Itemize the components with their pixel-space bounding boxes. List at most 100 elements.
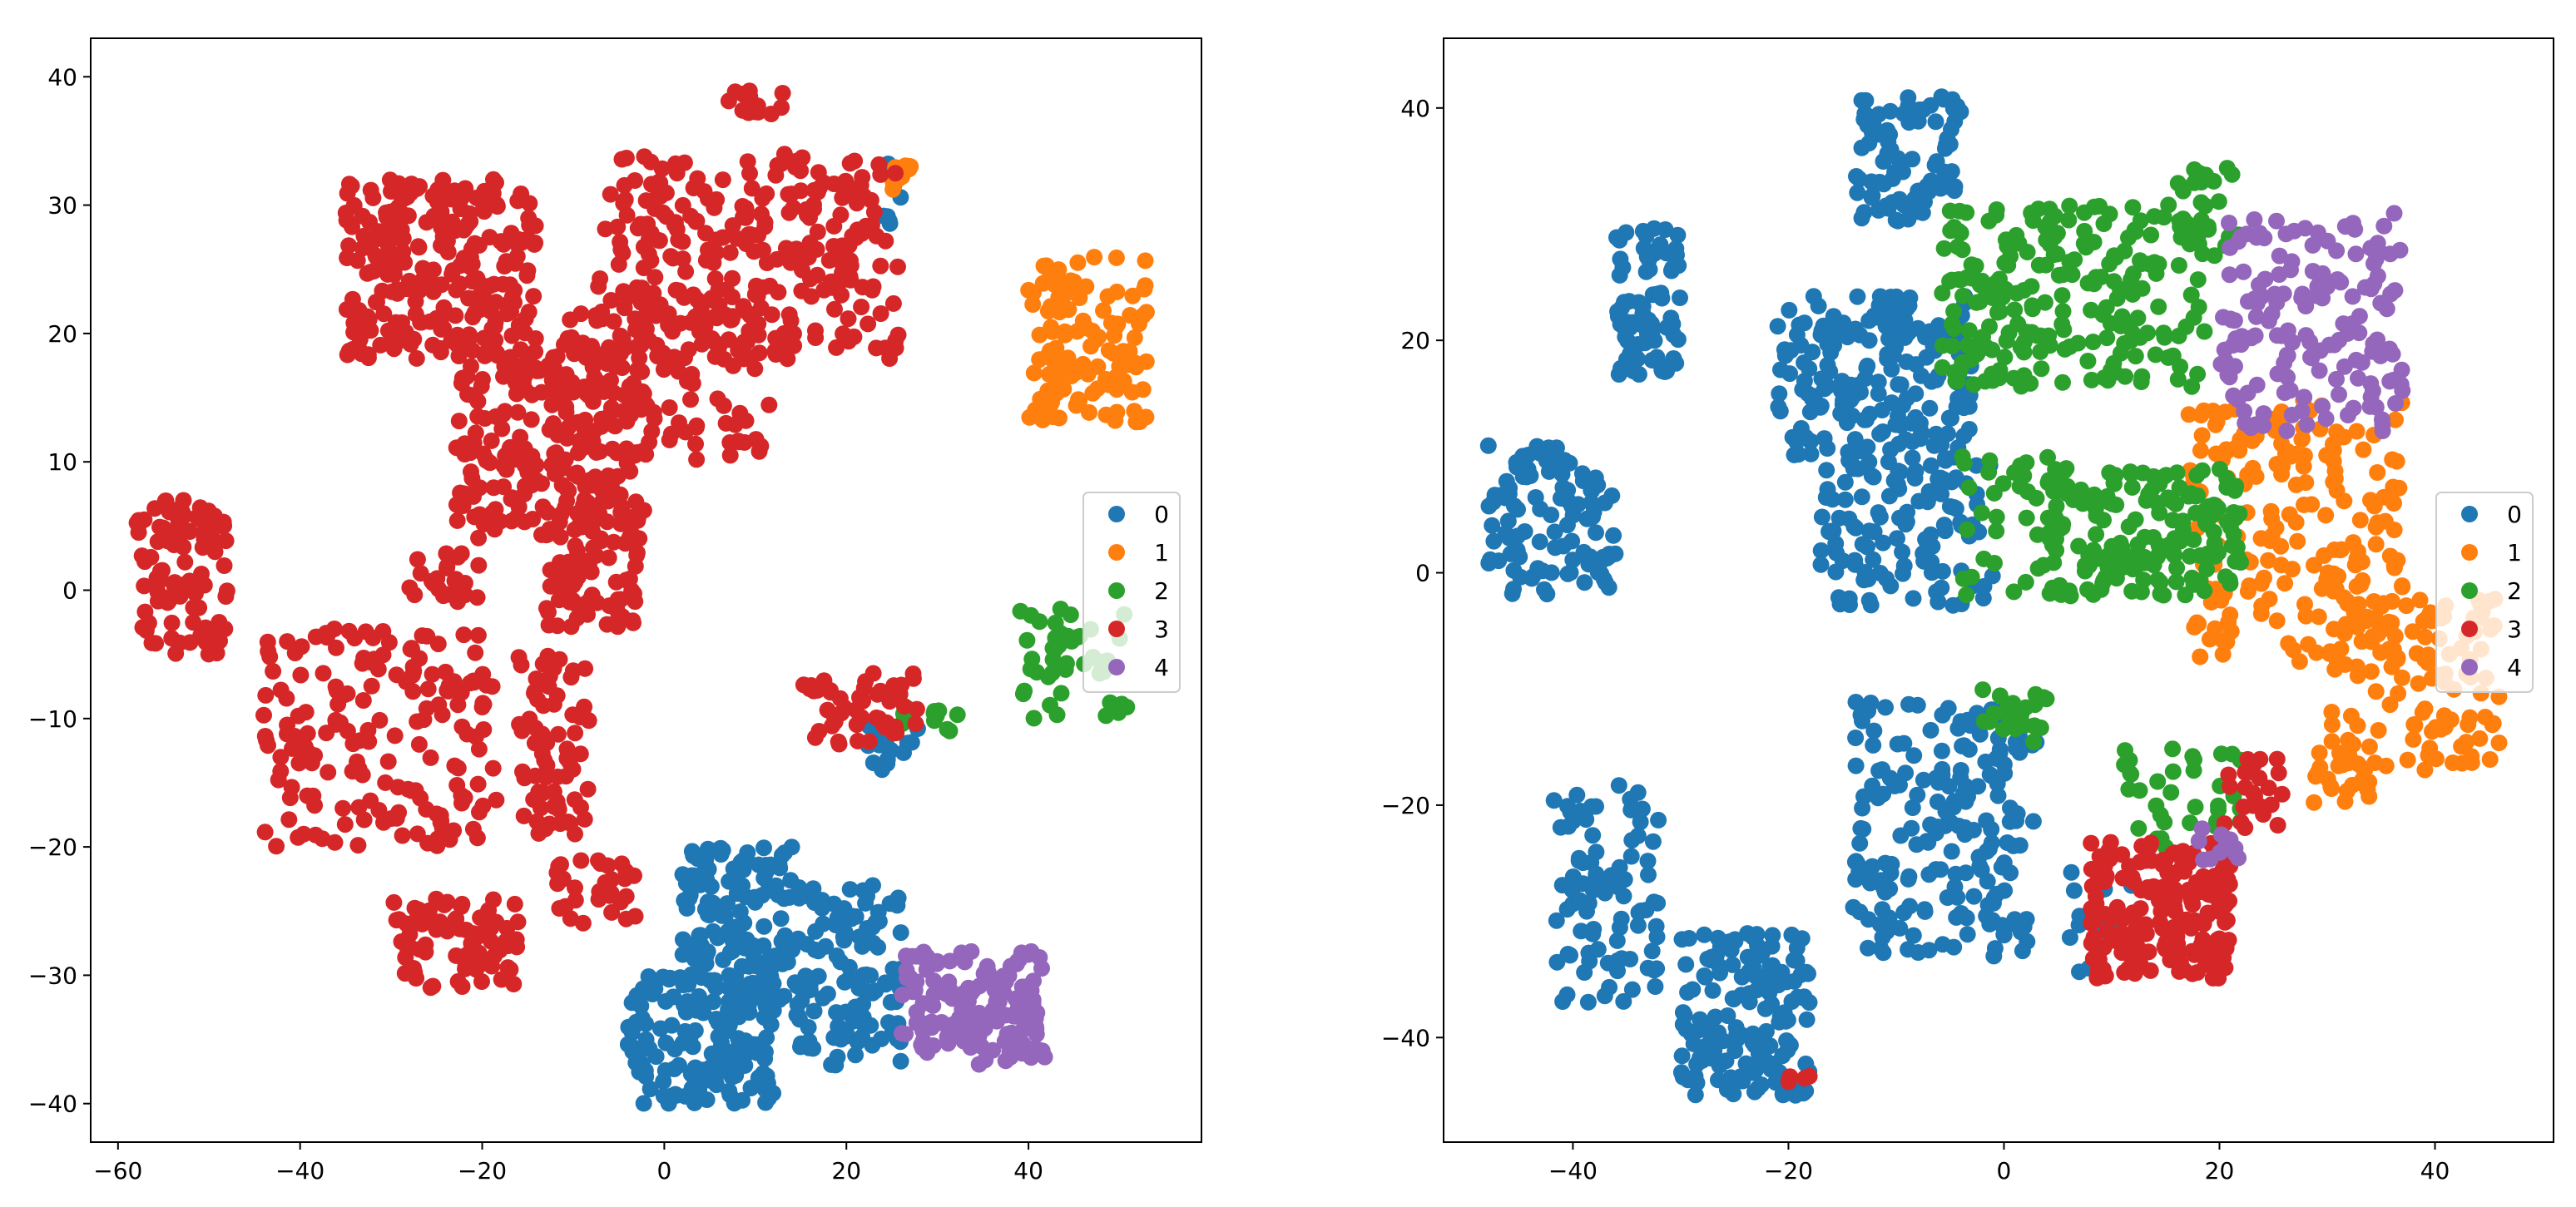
- scatter-point-series-3: [519, 230, 537, 248]
- scatter-point-series-3: [152, 571, 170, 588]
- scatter-point-series-3: [602, 477, 620, 495]
- scatter-point-series-0: [1852, 819, 1870, 837]
- scatter-point-series-0: [699, 893, 716, 911]
- scatter-point-series-2: [1994, 475, 2012, 492]
- scatter-point-series-3: [2178, 911, 2195, 928]
- scatter-point-series-4: [2387, 395, 2405, 412]
- scatter-point-series-4: [941, 952, 959, 970]
- scatter-point-series-1: [2349, 667, 2366, 685]
- scatter-point-series-3: [186, 585, 204, 602]
- scatter-point-series-3: [824, 273, 841, 290]
- scatter-point-series-3: [509, 403, 527, 421]
- scatter-point-series-3: [448, 512, 466, 529]
- scatter-point-series-0: [701, 1065, 718, 1082]
- scatter-point-series-0: [874, 761, 891, 779]
- scatter-point-series-2: [2191, 165, 2208, 182]
- scatter-point-series-3: [621, 378, 638, 395]
- scatter-point-series-3: [557, 451, 574, 468]
- scatter-point-series-0: [1630, 904, 1647, 921]
- scatter-point-series-3: [412, 565, 429, 582]
- scatter-point-series-0: [732, 862, 750, 879]
- scatter-point-series-3: [788, 152, 805, 170]
- scatter-point-series-2: [2085, 234, 2103, 250]
- scatter-point-series-0: [1616, 294, 1632, 311]
- scatter-point-series-3: [636, 442, 652, 459]
- scatter-point-series-1: [2204, 403, 2222, 419]
- scatter-point-series-0: [1872, 872, 1890, 889]
- scatter-point-series-0: [1860, 939, 1876, 957]
- scatter-point-series-0: [1752, 947, 1770, 964]
- scatter-point-series-0: [1903, 819, 1920, 837]
- scatter-point-series-3: [265, 663, 282, 680]
- y-tick-label: −30: [28, 962, 77, 989]
- scatter-point-series-0: [1578, 811, 1595, 829]
- scatter-point-series-2: [2048, 497, 2065, 515]
- scatter-point-series-0: [1596, 987, 1613, 1005]
- scatter-point-series-3: [464, 820, 482, 838]
- scatter-point-series-0: [1601, 546, 1618, 562]
- scatter-point-series-3: [566, 345, 583, 363]
- scatter-point-series-3: [514, 763, 531, 780]
- scatter-point-series-4: [988, 1012, 1006, 1030]
- scatter-point-series-3: [136, 619, 154, 636]
- scatter-point-series-3: [201, 523, 218, 540]
- scatter-point-series-1: [2192, 442, 2209, 459]
- scatter-point-series-0: [1912, 414, 1929, 432]
- scatter-point-series-2: [2187, 487, 2204, 505]
- scatter-point-series-2: [2159, 489, 2177, 507]
- scatter-point-series-2: [2049, 482, 2067, 500]
- scatter-point-series-3: [746, 318, 763, 335]
- scatter-point-series-1: [2351, 512, 2369, 529]
- scatter-point-series-3: [527, 359, 544, 377]
- scatter-point-series-3: [470, 275, 488, 292]
- scatter-point-series-3: [703, 330, 721, 347]
- scatter-point-series-3: [586, 344, 603, 362]
- scatter-point-series-3: [163, 630, 181, 647]
- scatter-point-series-3: [579, 780, 597, 798]
- scatter-point-series-0: [873, 1030, 890, 1047]
- scatter-point-series-2: [2007, 235, 2024, 252]
- scatter-point-series-3: [359, 265, 376, 282]
- scatter-point-series-3: [372, 336, 389, 354]
- scatter-point-series-0: [1939, 801, 1956, 819]
- scatter-point-series-3: [208, 645, 225, 662]
- scatter-point-series-3: [616, 176, 633, 194]
- scatter-point-series-0: [803, 970, 820, 987]
- scatter-point-series-0: [739, 844, 756, 861]
- scatter-point-series-3: [660, 305, 677, 323]
- scatter-point-series-3: [457, 180, 474, 197]
- scatter-point-series-0: [727, 926, 745, 943]
- scatter-point-series-4: [2229, 391, 2247, 408]
- scatter-point-series-3: [314, 830, 331, 848]
- scatter-point-series-3: [631, 349, 648, 367]
- scatter-point-series-2: [1974, 681, 1992, 699]
- scatter-point-series-3: [449, 593, 467, 611]
- scatter-point-series-2: [2018, 509, 2035, 527]
- scatter-point-series-3: [620, 509, 637, 527]
- legend-marker: [2461, 582, 2478, 599]
- x-tick-label: 20: [831, 1157, 861, 1185]
- scatter-point-series-2: [2143, 226, 2160, 244]
- scatter-point-series-0: [2065, 882, 2083, 899]
- scatter-point-series-1: [1087, 331, 1105, 349]
- scatter-point-series-0: [1559, 565, 1577, 582]
- scatter-point-series-4: [2372, 294, 2390, 312]
- legend-marker: [2461, 659, 2478, 675]
- scatter-point-series-3: [438, 232, 456, 250]
- scatter-point-series-3: [877, 232, 894, 250]
- scatter-point-series-3: [801, 235, 819, 252]
- scatter-point-series-0: [1884, 194, 1901, 211]
- scatter-point-series-3: [523, 448, 541, 465]
- scatter-point-series-2: [2174, 512, 2192, 530]
- scatter-point-series-0: [1916, 903, 1934, 920]
- scatter-point-series-3: [514, 373, 532, 391]
- scatter-point-series-3: [2183, 892, 2200, 909]
- scatter-point-series-0: [1643, 942, 1661, 960]
- scatter-point-series-2: [2083, 371, 2100, 388]
- scatter-point-series-3: [726, 416, 744, 433]
- scatter-point-series-2: [2148, 548, 2166, 566]
- scatter-point-series-1: [2280, 635, 2297, 652]
- scatter-point-series-2: [2030, 256, 2048, 274]
- scatter-point-series-0: [691, 876, 709, 893]
